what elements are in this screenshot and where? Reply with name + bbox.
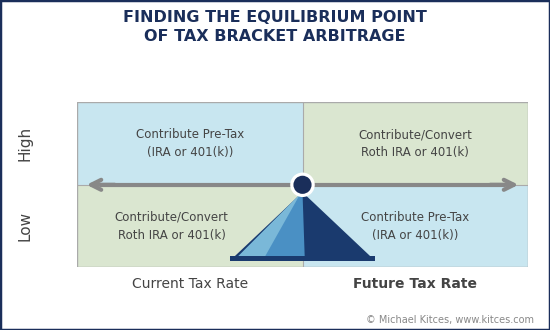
Polygon shape xyxy=(236,192,305,258)
Text: Current Tax Rate: Current Tax Rate xyxy=(131,277,248,291)
Bar xyxy=(230,256,375,261)
Bar xyxy=(302,102,528,185)
Text: Contribute Pre-Tax
(IRA or 401(k)): Contribute Pre-Tax (IRA or 401(k)) xyxy=(361,211,469,242)
Bar xyxy=(77,102,303,185)
Text: Contribute Pre-Tax
(IRA or 401(k)): Contribute Pre-Tax (IRA or 401(k)) xyxy=(136,128,244,159)
Polygon shape xyxy=(233,192,372,258)
Polygon shape xyxy=(236,194,300,258)
Text: © Michael Kitces, www.kitces.com: © Michael Kitces, www.kitces.com xyxy=(366,315,534,325)
Ellipse shape xyxy=(294,176,312,194)
Text: FINDING THE EQUILIBRIUM POINT
OF TAX BRACKET ARBITRAGE: FINDING THE EQUILIBRIUM POINT OF TAX BRA… xyxy=(123,10,427,44)
Text: Contribute/Convert
Roth IRA or 401(k): Contribute/Convert Roth IRA or 401(k) xyxy=(115,211,229,242)
Ellipse shape xyxy=(290,173,315,197)
Text: Future Tax Rate: Future Tax Rate xyxy=(353,277,477,291)
Bar xyxy=(77,185,303,267)
Bar xyxy=(302,185,528,267)
Text: High: High xyxy=(17,126,32,161)
Text: Low: Low xyxy=(17,211,32,241)
Text: Contribute/Convert
Roth IRA or 401(k): Contribute/Convert Roth IRA or 401(k) xyxy=(358,128,472,159)
